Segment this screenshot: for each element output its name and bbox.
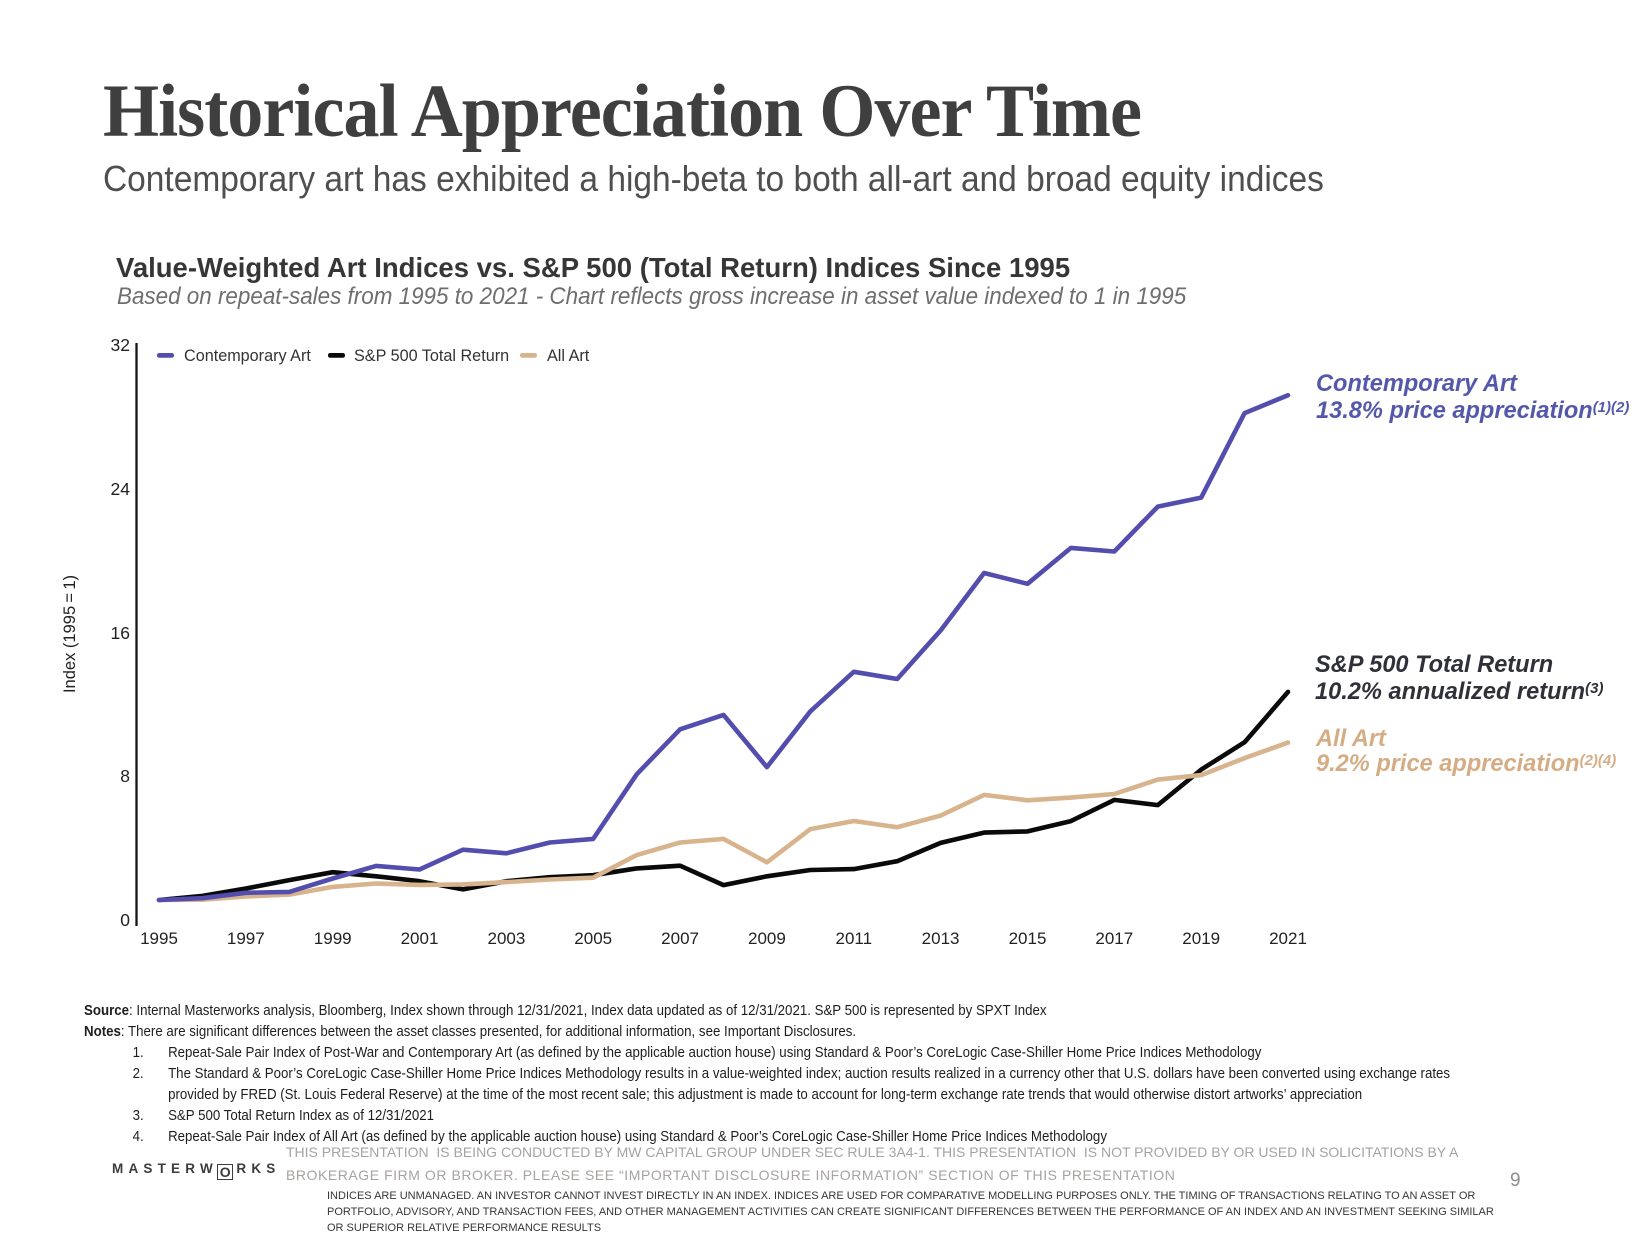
svg-text:1999: 1999 bbox=[314, 929, 352, 948]
svg-text:2011: 2011 bbox=[836, 929, 873, 948]
svg-text:1997: 1997 bbox=[227, 929, 265, 948]
svg-text:Contemporary Art: Contemporary Art bbox=[184, 347, 311, 365]
svg-text:0: 0 bbox=[120, 910, 130, 930]
svg-text:Index (1995 = 1): Index (1995 = 1) bbox=[61, 575, 79, 693]
svg-text:All Art: All Art bbox=[547, 347, 590, 365]
svg-text:32: 32 bbox=[111, 335, 130, 355]
svg-text:2019: 2019 bbox=[1182, 929, 1220, 948]
svg-text:2005: 2005 bbox=[574, 929, 612, 948]
svg-text:16: 16 bbox=[111, 623, 130, 643]
svg-text:2009: 2009 bbox=[748, 929, 786, 948]
svg-text:2015: 2015 bbox=[1009, 929, 1047, 948]
svg-text:2001: 2001 bbox=[401, 929, 439, 948]
svg-text:2013: 2013 bbox=[922, 929, 960, 948]
svg-text:S&P 500 Total Return: S&P 500 Total Return bbox=[354, 347, 509, 365]
svg-text:2021: 2021 bbox=[1269, 929, 1307, 948]
svg-text:2017: 2017 bbox=[1095, 929, 1133, 948]
svg-text:24: 24 bbox=[111, 479, 131, 499]
svg-text:2007: 2007 bbox=[661, 929, 699, 948]
svg-text:1995: 1995 bbox=[140, 929, 178, 948]
svg-text:8: 8 bbox=[120, 766, 130, 786]
svg-text:2003: 2003 bbox=[487, 929, 525, 948]
